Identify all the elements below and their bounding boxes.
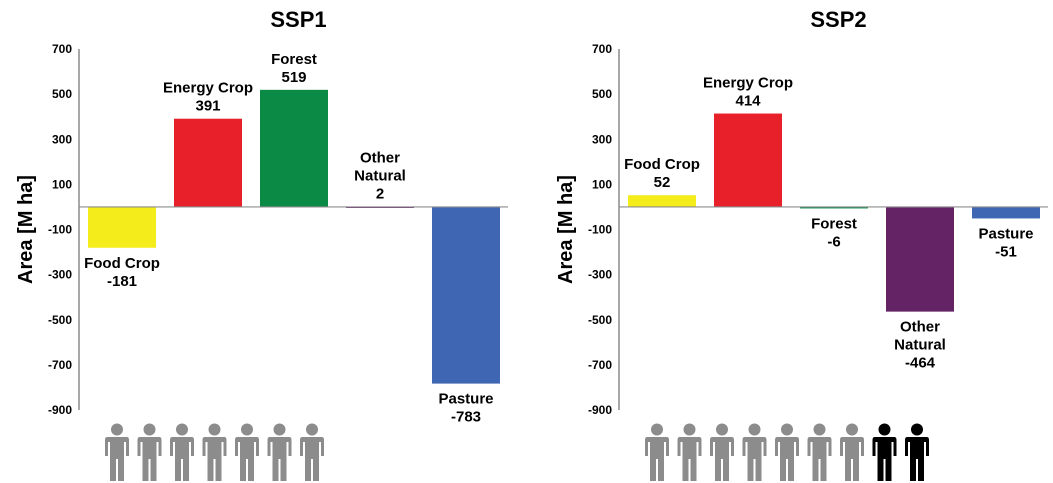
chart-title: SSP2	[810, 7, 866, 32]
y-tick-label: 700	[592, 42, 612, 56]
y-tick-label: -700	[48, 358, 72, 372]
person-icon	[710, 423, 734, 481]
y-tick-label: -900	[588, 403, 612, 417]
person-icon	[840, 423, 864, 481]
y-tick-label: 300	[592, 132, 612, 146]
person-icon	[202, 423, 227, 481]
data-label-energy-crop: Energy Crop 414	[703, 75, 793, 110]
y-tick-label: 100	[52, 177, 72, 191]
bar-forest	[260, 89, 328, 207]
y-tick-label: -300	[588, 268, 612, 282]
y-tick-label: 700	[52, 42, 72, 56]
data-label-other-natural: Other Natural -464	[894, 319, 946, 372]
person-icon	[905, 423, 929, 481]
bar-food-crop	[88, 206, 156, 248]
chart-title: SSP1	[270, 7, 326, 32]
bar-energy-crop	[714, 113, 782, 207]
chart-panel-ssp2: SSP2 Area [M ha] 700 500 300 100 -100 -300 -500 -…	[540, 0, 1053, 483]
data-label-pasture: Pasture -51	[978, 225, 1033, 260]
y-tick-label: -100	[588, 223, 612, 237]
data-label-energy-crop: Energy Crop 391	[163, 80, 253, 115]
bar-chart-ssp2: SSP2 Area [M ha] 700 500 300 100 -100 -300 -500 -…	[555, 7, 1048, 481]
person-icon	[267, 423, 292, 481]
y-tick-label: -500	[48, 313, 72, 327]
data-label-forest: Forest -6	[811, 215, 857, 250]
bar-pasture	[972, 206, 1040, 219]
y-tick-label: 300	[52, 132, 72, 146]
data-label-other-natural: Other Natural 2	[354, 149, 406, 202]
person-icon	[105, 423, 129, 481]
person-icon	[677, 423, 702, 481]
person-icon	[775, 423, 799, 481]
chart-panel-ssp1: SSP1 Area [M ha] 700 500 300 100 -100 -300 -500 -…	[0, 0, 526, 483]
person-icon	[807, 423, 832, 481]
y-tick-label: 100	[592, 177, 612, 191]
person-icon	[137, 423, 162, 481]
y-axis-label: Area [M ha]	[15, 175, 37, 284]
bar-other-natural	[886, 206, 954, 312]
y-tick-label: 500	[52, 87, 72, 101]
y-axis-label: Area [M ha]	[555, 175, 577, 284]
y-tick-label: -900	[48, 403, 72, 417]
y-tick-label: -500	[588, 313, 612, 327]
bar-pasture	[432, 206, 500, 384]
person-icon	[872, 423, 897, 481]
data-label-food-crop: Food Crop 52	[624, 156, 700, 191]
person-icon	[235, 423, 259, 481]
bar-energy-crop	[174, 118, 242, 207]
person-icon	[742, 423, 767, 481]
person-icon	[170, 423, 194, 481]
bar-chart-ssp1: SSP1 Area [M ha] 700 500 300 100 -100 -300 -500 -…	[15, 7, 508, 481]
y-tick-label: 500	[592, 87, 612, 101]
person-icon	[300, 423, 324, 481]
bar-food-crop	[628, 195, 696, 207]
person-icon	[645, 423, 669, 481]
data-label-forest: Forest 519	[271, 51, 317, 86]
y-tick-label: -300	[48, 268, 72, 282]
y-tick-label: -100	[48, 223, 72, 237]
data-label-food-crop: Food Crop -181	[84, 255, 160, 290]
y-tick-label: -700	[588, 358, 612, 372]
data-label-pasture: Pasture -783	[438, 391, 493, 426]
bar-forest	[800, 206, 868, 209]
